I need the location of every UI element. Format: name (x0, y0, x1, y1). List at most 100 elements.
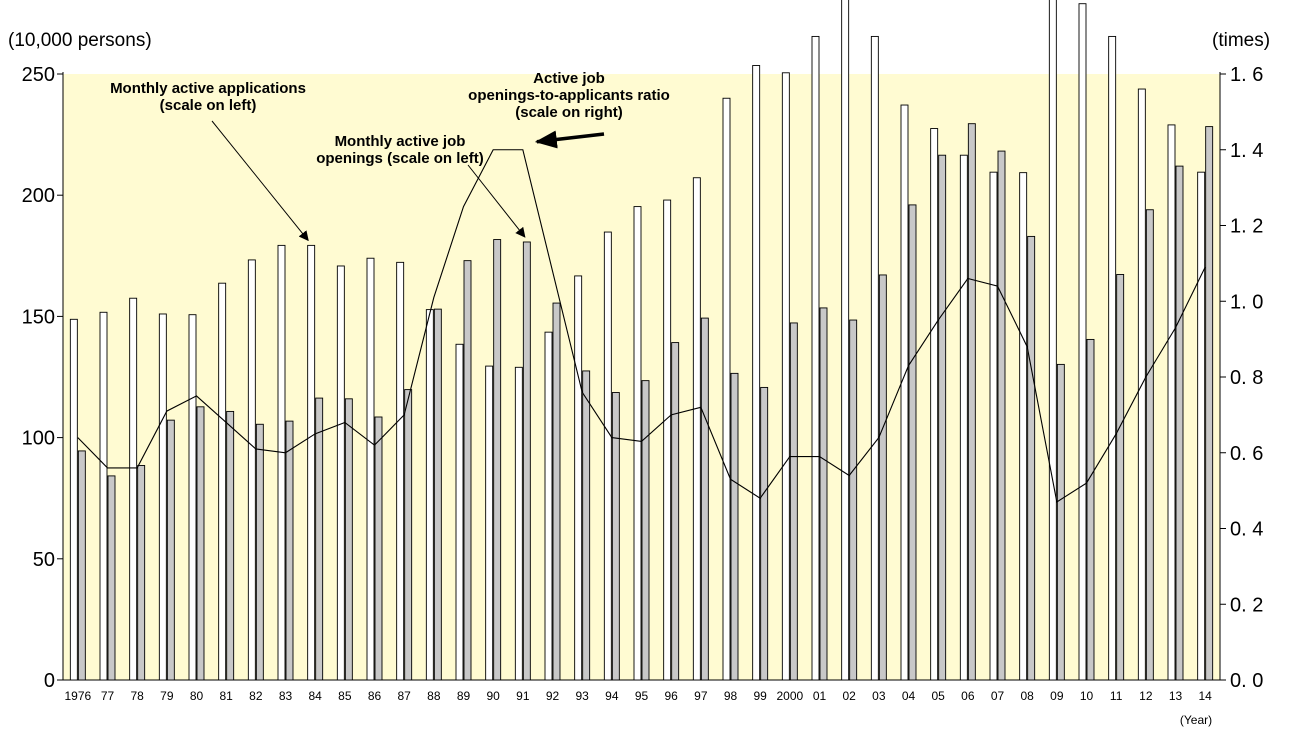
openings-bar (938, 154, 947, 681)
annotation-openings: Monthly active job openings (scale on lef… (316, 133, 484, 167)
applications-bar (396, 261, 405, 681)
applications-pointer (211, 120, 309, 242)
openings-bar (552, 302, 561, 681)
ratio-line (77, 149, 1206, 503)
openings-bar (730, 372, 739, 681)
right-tick-label: 0. 8 (1230, 367, 1263, 389)
applications-bar (1167, 124, 1176, 681)
applications-bar (930, 128, 939, 681)
openings-bar (77, 450, 86, 681)
right-tick-label: 0. 2 (1230, 594, 1263, 616)
applications-bar (1019, 172, 1028, 681)
x-tick-label: 91 (516, 689, 530, 703)
openings-bar (789, 322, 798, 681)
x-tick-label: 82 (249, 689, 263, 703)
x-tick-label: 96 (664, 689, 678, 703)
x-tick-label: 79 (160, 689, 174, 703)
left-tick-label: 0 (44, 670, 55, 692)
x-tick-label: 94 (605, 689, 619, 703)
applications-bar (69, 318, 78, 681)
x-tick-label: 97 (694, 689, 708, 703)
applications-bar (1197, 171, 1206, 681)
left-axis-unit-label: (10,000 persons) (8, 30, 152, 51)
openings-bar (641, 380, 650, 681)
openings-bar (1086, 338, 1095, 681)
applications-bar (188, 314, 197, 681)
x-tick-label: 90 (486, 689, 500, 703)
x-tick-label: 14 (1198, 689, 1212, 703)
applications-bar (633, 206, 642, 681)
right-tick-label: 0. 0 (1230, 670, 1263, 692)
openings-bar (1205, 126, 1214, 681)
x-tick-label: 06 (961, 689, 975, 703)
openings-bar (1056, 363, 1065, 681)
x-tick-label: 02 (842, 689, 856, 703)
applications-bar (752, 65, 761, 681)
openings-bar (819, 307, 828, 681)
applications-bar (307, 244, 316, 681)
applications-bar (514, 366, 523, 681)
applications-bar (692, 177, 701, 681)
x-tick-label: 07 (991, 689, 1005, 703)
right-tick-label: 0. 6 (1230, 443, 1263, 465)
plot-background (63, 74, 1220, 680)
openings-bar (196, 406, 205, 681)
x-axis-unit-label: (Year) (1180, 713, 1212, 727)
x-tick-label: 85 (338, 689, 352, 703)
x-tick-label: 88 (427, 689, 441, 703)
left-tick-label: 200 (22, 185, 55, 207)
x-tick-label: 04 (902, 689, 916, 703)
applications-bar (722, 97, 731, 681)
applications-bar (959, 154, 968, 681)
x-tick-label: 81 (219, 689, 233, 703)
openings-bar (760, 386, 769, 681)
annotation-applications: Monthly active applications (scale on lef… (110, 80, 306, 114)
applications-bar (603, 231, 612, 681)
x-tick-label: 12 (1139, 689, 1153, 703)
openings-bar (433, 308, 442, 681)
x-tick-label: 05 (931, 689, 945, 703)
x-tick-label: 13 (1169, 689, 1183, 703)
x-tick-label: 98 (724, 689, 738, 703)
x-tick-label: 1976 (64, 689, 91, 703)
x-tick-label: 99 (753, 689, 767, 703)
right-tick-label: 0. 4 (1230, 519, 1263, 541)
x-tick-label: 92 (546, 689, 560, 703)
left-tick-label: 250 (22, 64, 55, 86)
left-tick-label: 150 (22, 306, 55, 328)
openings-bar (908, 204, 917, 681)
openings-pointer (467, 164, 526, 238)
openings-bar (404, 389, 413, 681)
right-tick-label: 1. 2 (1230, 216, 1263, 238)
openings-bar (107, 475, 116, 681)
openings-bar (967, 123, 976, 681)
applications-bar (1078, 3, 1087, 681)
applications-bar (366, 257, 375, 681)
applications-bar (218, 282, 227, 681)
right-tick-label: 1. 0 (1230, 291, 1263, 313)
openings-bar (1145, 209, 1154, 681)
applications-bar (455, 343, 464, 681)
x-tick-label: 10 (1080, 689, 1094, 703)
applications-bar (841, 0, 850, 681)
x-tick-label: 95 (635, 689, 649, 703)
x-tick-label: 84 (308, 689, 322, 703)
x-tick-label: 08 (1020, 689, 1034, 703)
x-tick-label: 87 (397, 689, 411, 703)
applications-bar (811, 35, 820, 681)
openings-bar (493, 239, 502, 681)
x-tick-label: 01 (813, 689, 827, 703)
left-tick-label: 100 (22, 428, 55, 450)
x-tick-label: 03 (872, 689, 886, 703)
x-tick-label: 78 (130, 689, 144, 703)
ratio-pointer (534, 130, 605, 149)
applications-bar (1048, 0, 1057, 681)
applications-bar (277, 244, 286, 681)
x-tick-label: 89 (457, 689, 471, 703)
openings-bar (997, 150, 1006, 681)
applications-bar (425, 309, 434, 681)
right-tick-label: 1. 4 (1230, 140, 1263, 162)
applications-bar (989, 171, 998, 681)
x-tick-label: 93 (575, 689, 589, 703)
